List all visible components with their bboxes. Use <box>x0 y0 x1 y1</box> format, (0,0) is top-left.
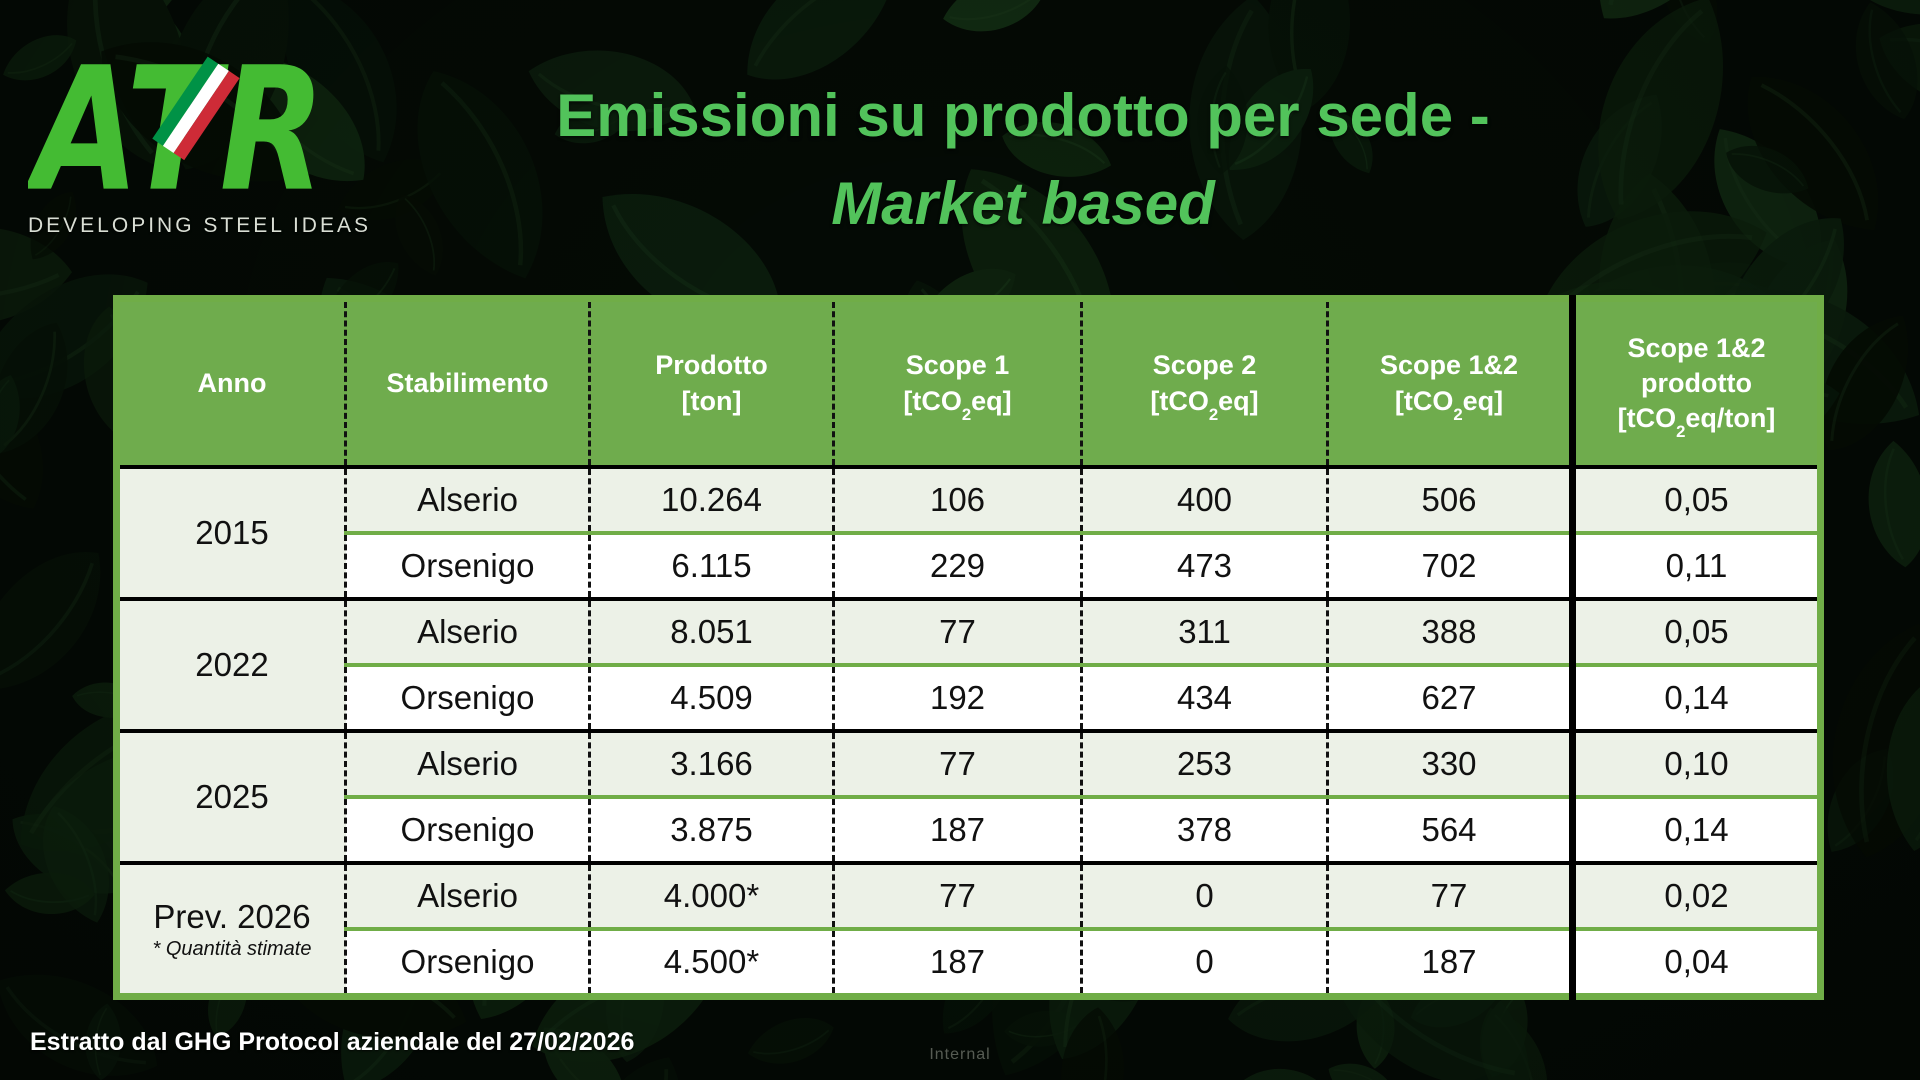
table-row: Prev. 2026 * Quantità stimate Alserio 4.… <box>116 861 1821 997</box>
scope1-cell: 229 <box>832 531 1082 599</box>
scope12-cell: 388 <box>1326 597 1573 665</box>
scope2-cell: 0 <box>1080 927 1328 997</box>
table-row: 2022 Alserio 8.051 77 311 388 0,05 <box>116 597 1821 731</box>
intensity-cell: 0,11 <box>1569 531 1821 599</box>
year-cell-2015: 2015 <box>116 465 346 599</box>
table-row: Orsenigo 4.509 192 434 627 0,14 <box>117 663 1821 731</box>
table-row: Orsenigo 4.500* 187 0 187 0,04 <box>117 927 1821 997</box>
scope1-cell: 77 <box>832 597 1082 665</box>
table-row: Orsenigo 6.115 229 473 702 0,11 <box>117 531 1821 599</box>
scope2-cell: 0 <box>1080 861 1328 929</box>
prodotto-cell: 8.051 <box>588 597 834 665</box>
scope12-cell: 330 <box>1326 729 1573 797</box>
header-anno: Anno <box>116 298 346 469</box>
source-footnote: Estratto dal GHG Protocol aziendale del … <box>30 1028 635 1056</box>
prodotto-cell: 3.166 <box>588 729 834 797</box>
scope12-cell: 187 <box>1326 927 1573 997</box>
prodotto-cell: 3.875 <box>588 795 834 863</box>
internal-watermark: Internal <box>929 1046 991 1063</box>
year-cell-2025: 2025 <box>116 729 346 863</box>
header-scope12-prodotto: Scope 1&2 prodotto [tCO2eq/ton] <box>1569 298 1821 469</box>
prodotto-cell: 4.500* <box>588 927 834 997</box>
header-stabilimento: Stabilimento <box>344 298 590 469</box>
header-prodotto: Prodotto [ton] <box>588 298 834 469</box>
table-row: 2015 Alserio 10.264 106 400 506 0,05 <box>116 465 1821 599</box>
table-header-row: Anno Stabilimento Prodotto [ton] Scope 1… <box>116 298 1821 469</box>
year-cell-2022: 2022 <box>116 597 346 731</box>
site-cell: Alserio <box>344 861 590 929</box>
scope2-cell: 434 <box>1080 663 1328 731</box>
scope12-cell: 77 <box>1326 861 1573 929</box>
scope12-cell: 627 <box>1326 663 1573 731</box>
scope12-cell: 506 <box>1326 465 1573 533</box>
prodotto-cell: 10.264 <box>588 465 834 533</box>
prodotto-cell: 4.000* <box>588 861 834 929</box>
site-cell: Alserio <box>344 597 590 665</box>
scope12-cell: 702 <box>1326 531 1573 599</box>
emissions-table: Anno Stabilimento Prodotto [ton] Scope 1… <box>113 295 1824 1000</box>
intensity-cell: 0,14 <box>1569 795 1821 863</box>
table-row: 2025 Alserio 3.166 77 253 330 0,10 <box>116 729 1821 863</box>
scope2-cell: 311 <box>1080 597 1328 665</box>
site-cell: Orsenigo <box>344 927 590 997</box>
company-logo: ATR DEVELOPING STEEL IDEAS <box>28 48 368 238</box>
site-cell: Alserio <box>344 729 590 797</box>
header-scope2: Scope 2 [tCO2eq] <box>1080 298 1328 469</box>
estimated-quantities-note: * Quantità stimate <box>152 937 312 960</box>
scope12-cell: 564 <box>1326 795 1573 863</box>
scope1-cell: 187 <box>832 795 1082 863</box>
intensity-cell: 0,05 <box>1569 597 1821 665</box>
scope1-cell: 187 <box>832 927 1082 997</box>
logo-tagline: DEVELOPING STEEL IDEAS <box>28 214 371 237</box>
scope2-cell: 400 <box>1080 465 1328 533</box>
italian-flag-stripe-icon <box>152 56 240 161</box>
scope2-cell: 253 <box>1080 729 1328 797</box>
site-cell: Alserio <box>344 465 590 533</box>
table-row: Orsenigo 3.875 187 378 564 0,14 <box>117 795 1821 863</box>
scope1-cell: 106 <box>832 465 1082 533</box>
year-cell-prev-2026: Prev. 2026 * Quantità stimate <box>116 861 346 997</box>
site-cell: Orsenigo <box>344 663 590 731</box>
intensity-cell: 0,05 <box>1569 465 1821 533</box>
scope1-cell: 77 <box>832 861 1082 929</box>
slide-title: Emissioni su prodotto per sede - Market … <box>423 72 1623 248</box>
scope1-cell: 77 <box>832 729 1082 797</box>
prodotto-cell: 6.115 <box>588 531 834 599</box>
intensity-cell: 0,14 <box>1569 663 1821 731</box>
intensity-cell: 0,04 <box>1569 927 1821 997</box>
site-cell: Orsenigo <box>344 531 590 599</box>
scope1-cell: 192 <box>832 663 1082 731</box>
site-cell: Orsenigo <box>344 795 590 863</box>
intensity-cell: 0,02 <box>1569 861 1821 929</box>
scope2-cell: 473 <box>1080 531 1328 599</box>
title-line-1: Emissioni su prodotto per sede - <box>556 82 1490 149</box>
atr-logo-icon: ATR <box>28 48 325 210</box>
scope2-cell: 378 <box>1080 795 1328 863</box>
intensity-cell: 0,10 <box>1569 729 1821 797</box>
prodotto-cell: 4.509 <box>588 663 834 731</box>
title-line-2: Market based <box>831 170 1215 237</box>
header-scope1: Scope 1 [tCO2eq] <box>832 298 1082 469</box>
header-scope12: Scope 1&2 [tCO2eq] <box>1326 298 1573 469</box>
